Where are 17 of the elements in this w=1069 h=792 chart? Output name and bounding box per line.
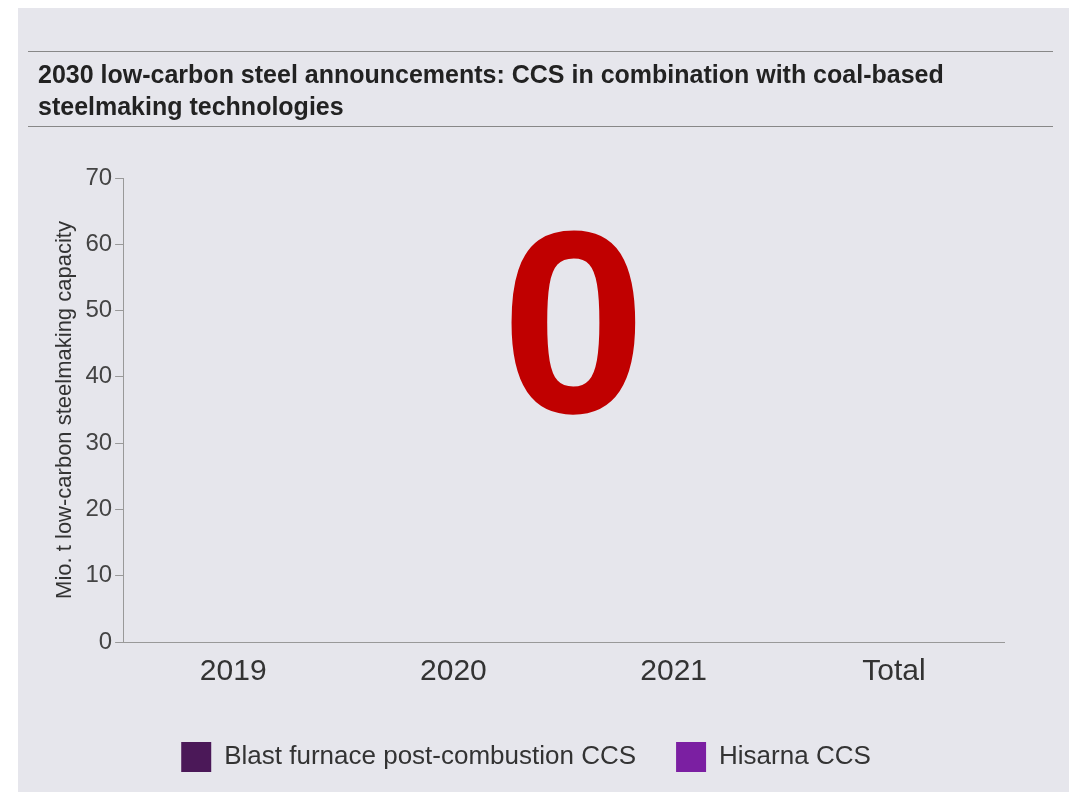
x-tick-label: 2019 (199, 653, 267, 687)
chart-title: 2030 low-carbon steel announcements: CCS in combination with coal-based steelmaking technologies (28, 51, 1053, 127)
y-tick-label: 40 (85, 361, 113, 389)
legend-label: Hisarna CCS (719, 740, 871, 771)
y-tick-label: 0 (98, 626, 113, 654)
y-tick-label: 50 (85, 295, 113, 323)
annotation: 0 (501, 177, 646, 468)
x-tick-label: 2021 (640, 653, 708, 687)
y-axis-title: Mio. t low-carbon steelmaking capacity (51, 221, 77, 599)
legend-label: Blast furnace post-combustion CCS (224, 740, 637, 771)
y-tick-label: 60 (85, 228, 113, 256)
y-tick-label: 70 (85, 162, 113, 190)
x-tick-label: Total (862, 653, 926, 687)
x-tick-label: 2020 (420, 653, 487, 687)
y-tick-label: 30 (85, 427, 113, 455)
y-tick-label: 10 (85, 560, 113, 588)
y-tick-label: 20 (85, 494, 113, 522)
